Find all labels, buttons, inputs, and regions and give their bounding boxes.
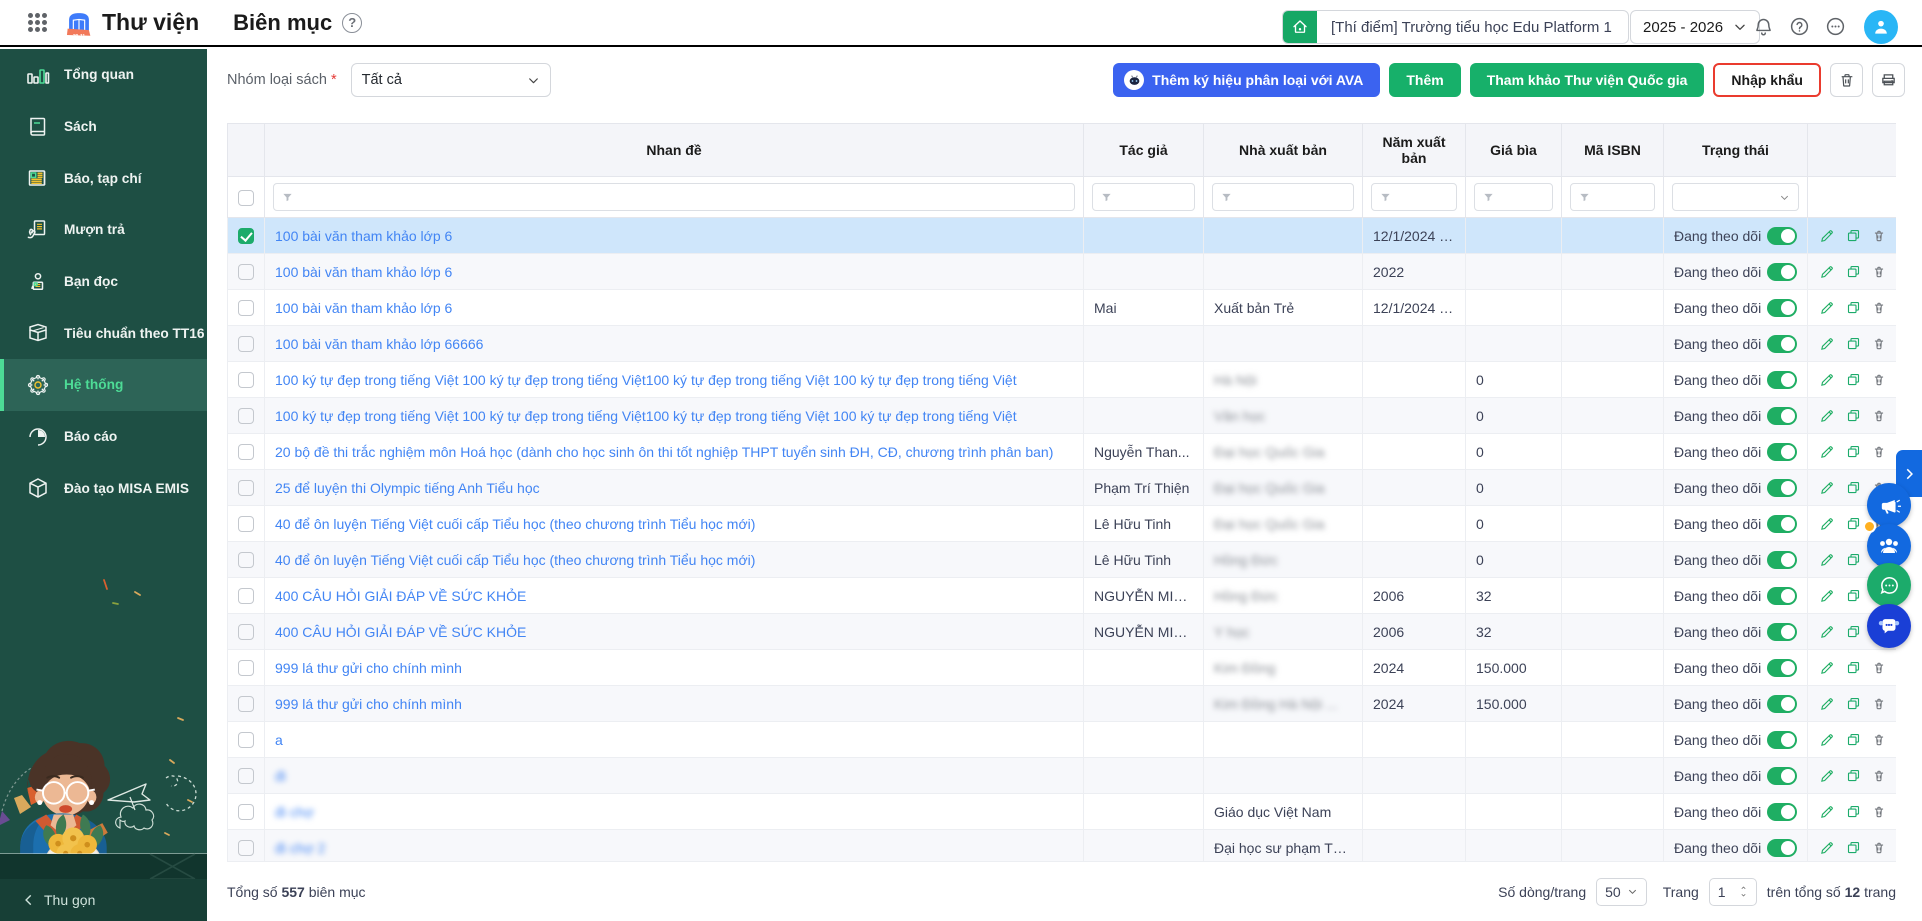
svg-text:20-11: 20-11	[73, 33, 86, 39]
